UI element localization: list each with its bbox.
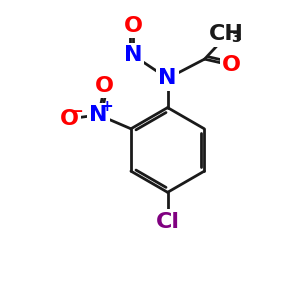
Text: O: O [222, 55, 241, 75]
Text: N: N [158, 68, 177, 88]
Text: 3: 3 [231, 31, 241, 45]
Text: Cl: Cl [156, 212, 180, 232]
Text: N: N [89, 105, 108, 125]
Text: O: O [124, 16, 142, 36]
Text: +: + [100, 99, 113, 114]
Text: N: N [124, 45, 142, 65]
Text: O: O [60, 109, 79, 129]
Text: −: − [71, 103, 83, 118]
Text: CH: CH [209, 25, 244, 44]
Text: O: O [95, 76, 114, 96]
